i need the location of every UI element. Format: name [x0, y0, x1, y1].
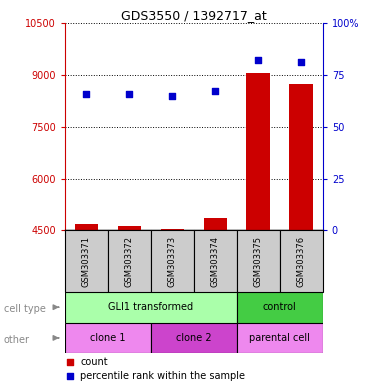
Text: percentile rank within the sample: percentile rank within the sample — [81, 371, 245, 381]
Point — [67, 359, 73, 365]
Bar — [280, 230, 323, 292]
Point — [255, 57, 261, 63]
Text: other: other — [4, 335, 30, 345]
Text: cell type: cell type — [4, 304, 46, 314]
Bar — [204, 218, 227, 384]
Point — [127, 91, 132, 97]
Bar — [237, 292, 323, 323]
Bar — [237, 323, 323, 353]
Bar — [161, 229, 184, 384]
Text: GSM303371: GSM303371 — [82, 236, 91, 286]
Text: GLI1 transformed: GLI1 transformed — [108, 302, 193, 312]
Bar — [194, 230, 237, 292]
Text: control: control — [263, 302, 297, 312]
Text: GSM303372: GSM303372 — [125, 236, 134, 286]
Bar — [289, 84, 313, 384]
Bar — [151, 323, 237, 353]
Text: parental cell: parental cell — [249, 333, 310, 343]
Bar — [237, 230, 280, 292]
Text: GSM303376: GSM303376 — [297, 235, 306, 287]
Text: GSM303374: GSM303374 — [211, 236, 220, 286]
Bar — [65, 323, 151, 353]
Text: clone 1: clone 1 — [90, 333, 126, 343]
Title: GDS3550 / 1392717_at: GDS3550 / 1392717_at — [121, 9, 267, 22]
Bar — [75, 224, 98, 384]
Bar — [65, 230, 108, 292]
Text: count: count — [81, 357, 108, 367]
Point — [170, 93, 175, 99]
Bar — [118, 225, 141, 384]
Text: clone 2: clone 2 — [176, 333, 212, 343]
Bar — [108, 230, 151, 292]
Text: GSM303373: GSM303373 — [168, 235, 177, 287]
Point — [83, 91, 89, 97]
Text: GSM303375: GSM303375 — [254, 236, 263, 286]
Bar — [151, 230, 194, 292]
Point — [298, 60, 304, 66]
Bar — [246, 73, 270, 384]
Point — [67, 373, 73, 379]
Bar — [65, 292, 237, 323]
Point — [212, 88, 218, 94]
